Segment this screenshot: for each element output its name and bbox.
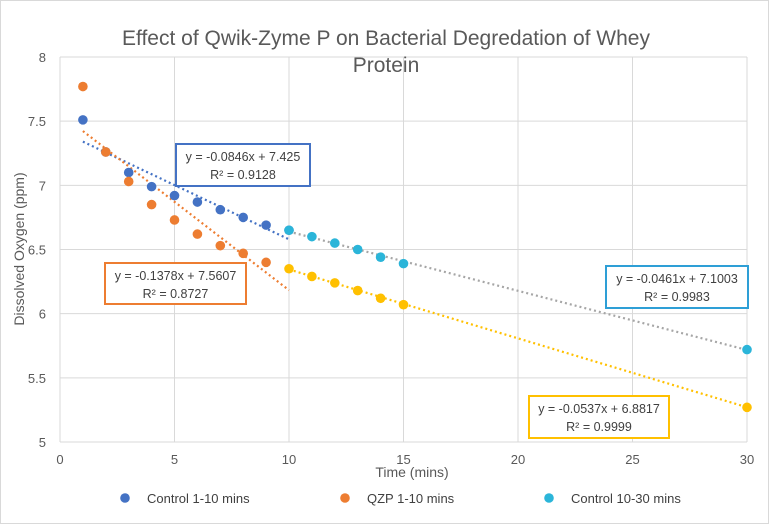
y-axis-title: Dissolved Oxygen (ppm) [11, 172, 27, 325]
data-point [192, 229, 203, 239]
x-tick-label: 10 [282, 452, 296, 467]
legend-marker [340, 493, 350, 503]
data-point [215, 204, 226, 215]
trendline-equation: y = -0.1378x + 7.5607 [115, 269, 237, 283]
y-tick-label: 6.5 [28, 243, 46, 258]
data-point [330, 238, 340, 248]
y-tick-label: 5.5 [28, 371, 46, 386]
y-tick-label: 7 [39, 178, 46, 193]
data-point [375, 252, 386, 262]
data-points [78, 81, 752, 413]
legend-label: QZP 1-10 mins [367, 491, 455, 506]
x-tick-label: 5 [171, 452, 178, 467]
legend-marker [544, 493, 554, 503]
x-tick-label: 0 [56, 452, 63, 467]
y-tick-label: 8 [39, 50, 46, 65]
x-tick-label: 15 [396, 452, 410, 467]
trendline-equation-box [605, 265, 749, 309]
trendline-equation: y = -0.0461x + 7.1003 [616, 272, 738, 286]
data-point [261, 257, 271, 268]
trendline-equation-box [528, 395, 670, 439]
trendline [82, 130, 290, 292]
data-point [146, 199, 157, 210]
legend-marker [120, 493, 130, 503]
legend: Control 1-10 mins QZP 1-10 mins Control 10… [120, 491, 681, 506]
data-point [307, 271, 317, 282]
data-point [123, 167, 134, 178]
data-point [169, 215, 180, 225]
legend-label: Control 1-10 mins [147, 491, 250, 506]
data-point [742, 344, 752, 355]
data-point [215, 240, 226, 251]
trendline-r-squared: R² = 0.9983 [644, 290, 710, 304]
data-point [169, 190, 180, 201]
chart-title-line-2: Protein [353, 54, 420, 77]
trendline [288, 230, 748, 352]
chart-title-line-1: Effect of Qwik-Zyme P on Bacterial Degre… [122, 27, 650, 50]
y-tick-label: 5 [39, 435, 46, 450]
data-point [307, 231, 317, 242]
equation-boxes: y = -0.0846x + 7.425 R² = 0.9128 y = -0.13… [104, 143, 749, 439]
data-point [398, 258, 409, 269]
trendline-r-squared: R² = 0.8727 [143, 287, 209, 301]
trendline-r-squared: R² = 0.9999 [566, 420, 632, 434]
legend-label: Control 10-30 mins [571, 491, 681, 506]
data-point [78, 115, 88, 125]
trendline-equation: y = -0.0537x + 6.8817 [538, 402, 660, 416]
data-point [352, 244, 363, 255]
tick-labels: 55.566.577.580 5 10 15 20 25 30 [28, 50, 754, 467]
data-point [101, 147, 111, 157]
data-point [284, 225, 294, 236]
data-point [742, 402, 752, 413]
data-point [375, 293, 386, 304]
trendline-equation-box [175, 143, 311, 187]
y-tick-label: 6 [39, 307, 46, 322]
x-tick-label: 30 [740, 452, 754, 467]
x-tick-label: 25 [625, 452, 639, 467]
trendline-equation-box [104, 262, 247, 305]
x-tick-label: 20 [511, 452, 525, 467]
trendline-equation: y = -0.0846x + 7.425 [186, 150, 301, 164]
trendline-r-squared: R² = 0.9128 [210, 168, 276, 182]
data-point [352, 285, 363, 296]
data-point [398, 299, 409, 310]
data-point [261, 220, 271, 230]
data-point [123, 176, 134, 187]
data-point [238, 248, 248, 259]
data-point [78, 81, 88, 92]
data-point [284, 263, 294, 274]
data-point [192, 197, 203, 207]
y-tick-label: 7.5 [28, 114, 46, 129]
data-point [146, 181, 157, 192]
data-point [238, 212, 248, 223]
gridlines [59, 56, 748, 443]
trendline [82, 140, 290, 241]
trendlines [82, 130, 748, 409]
data-point [330, 278, 340, 288]
x-axis-title: Time (mins) [375, 464, 448, 480]
